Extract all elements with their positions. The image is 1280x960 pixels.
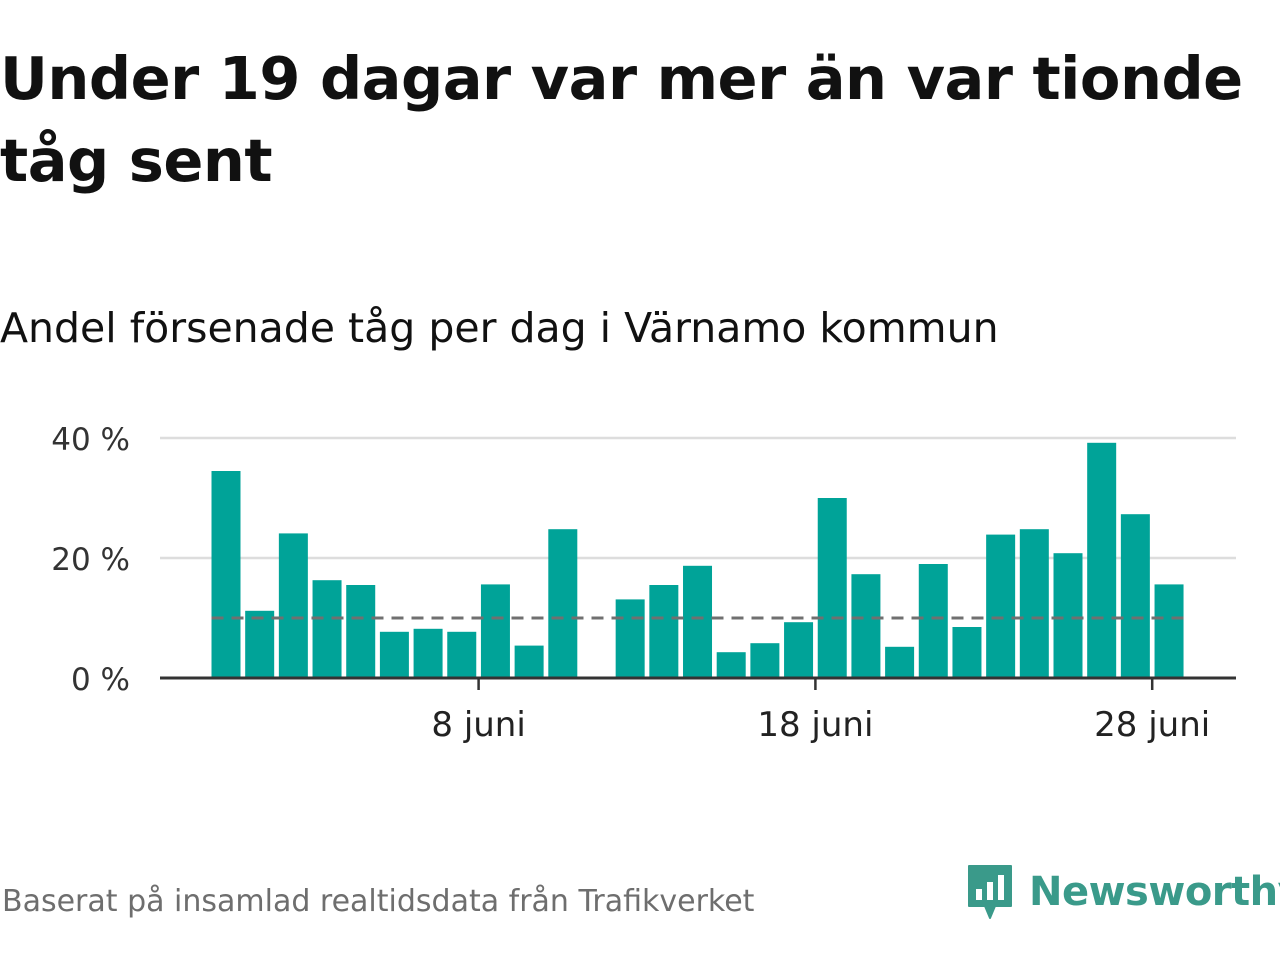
bar bbox=[1087, 442, 1117, 678]
bar bbox=[379, 631, 409, 678]
bar bbox=[312, 580, 342, 678]
brand-name: Newsworthy bbox=[1029, 869, 1280, 915]
bar bbox=[683, 565, 713, 678]
x-tick-label: 28 juni bbox=[1094, 705, 1210, 745]
bar bbox=[649, 585, 679, 678]
bar bbox=[447, 631, 477, 678]
bar bbox=[413, 628, 443, 678]
bar bbox=[346, 585, 376, 678]
x-axis-ticks: 8 juni 18 juni 28 juni bbox=[431, 678, 1210, 745]
grid-lines bbox=[160, 436, 1236, 560]
y-tick-label: 20 % bbox=[51, 542, 130, 578]
y-tick-label: 0 % bbox=[71, 662, 130, 698]
bar bbox=[615, 599, 645, 678]
bar bbox=[1053, 553, 1083, 678]
bar bbox=[278, 533, 308, 678]
bar bbox=[716, 652, 746, 678]
bar-chart: 0 % 20 % 40 % 8 juni 18 juni 28 juni bbox=[51, 422, 1236, 745]
bar bbox=[784, 622, 814, 678]
x-tick-label: 8 juni bbox=[431, 705, 525, 745]
bar bbox=[245, 610, 275, 678]
bar bbox=[1154, 584, 1184, 678]
bars bbox=[211, 442, 1184, 678]
bar bbox=[918, 564, 948, 678]
bar bbox=[480, 584, 510, 678]
bar bbox=[514, 645, 544, 678]
bar bbox=[817, 498, 847, 678]
bar bbox=[885, 646, 915, 678]
bar-chart-speech-bubble-icon bbox=[968, 865, 1012, 919]
page-title: Under 19 dagar var mer än var tionde tåg… bbox=[0, 44, 1243, 195]
chart-subtitle: Andel försenade tåg per dag i Värnamo ko… bbox=[0, 304, 999, 352]
bar bbox=[986, 534, 1016, 678]
bar bbox=[211, 471, 241, 678]
bar bbox=[750, 643, 780, 678]
source-note: Baserat på insamlad realtidsdata från Tr… bbox=[2, 884, 755, 919]
brand-logo: Newsworthy bbox=[965, 862, 1280, 922]
bar bbox=[548, 529, 578, 678]
y-axis-ticks: 0 % 20 % 40 % bbox=[51, 422, 130, 698]
x-tick-label: 18 juni bbox=[757, 705, 873, 745]
bar bbox=[952, 627, 982, 678]
bar bbox=[1019, 529, 1049, 678]
y-tick-label: 40 % bbox=[51, 422, 130, 458]
bar bbox=[1120, 514, 1150, 678]
bar bbox=[851, 574, 881, 678]
